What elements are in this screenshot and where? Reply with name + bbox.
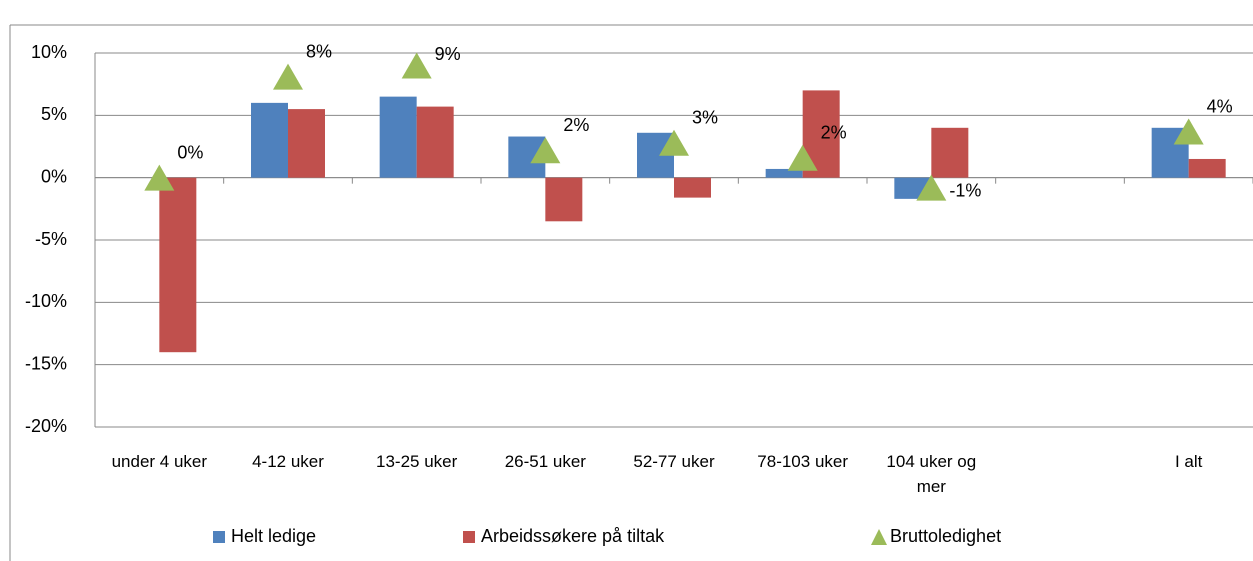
legend-label: Arbeidssøkere på tiltak [481, 526, 665, 546]
marker [401, 52, 432, 79]
data-label: 8% [306, 41, 332, 61]
legend-marker [213, 531, 225, 543]
marker [659, 129, 689, 156]
bar [416, 106, 454, 178]
legend-marker [463, 531, 475, 543]
data-label: 4% [1207, 96, 1233, 116]
y-tick-label: 10% [31, 42, 67, 62]
x-tick-label: I alt [1174, 452, 1203, 471]
bar [288, 109, 325, 178]
marker [916, 174, 947, 201]
data-label: 3% [692, 108, 718, 128]
y-tick-label: -20% [25, 416, 67, 436]
bar [765, 168, 803, 178]
x-tick-label: 52-77 uker [633, 452, 715, 471]
marker [530, 137, 561, 164]
x-tick-label: 78-103 uker [757, 452, 849, 471]
bar [1188, 158, 1226, 178]
bar [931, 127, 969, 178]
bar [159, 177, 197, 353]
y-tick-label: 0% [41, 166, 67, 186]
y-tick-label: -10% [25, 291, 67, 311]
x-tick-label: 26-51 uker [504, 452, 586, 471]
bar [674, 177, 711, 198]
legend-label: Helt ledige [231, 526, 316, 546]
x-tick-label: 4-12 uker [252, 452, 324, 471]
x-tick-label: 13-25 uker [376, 452, 458, 471]
y-tick-label: 5% [41, 104, 67, 124]
data-label: 2% [563, 115, 589, 135]
y-tick-label: -15% [25, 353, 67, 373]
bar [545, 177, 583, 222]
marker [1173, 118, 1204, 145]
marker [273, 63, 303, 90]
legend-label: Bruttoledighet [890, 526, 1001, 546]
data-label: 2% [821, 122, 847, 142]
data-label: 9% [435, 44, 461, 64]
bar [379, 96, 417, 178]
data-label: -1% [949, 180, 981, 200]
x-tick-label: under 4 uker [111, 452, 208, 471]
legend-marker [871, 529, 887, 545]
marker [787, 144, 818, 171]
bar [251, 102, 288, 178]
marker [144, 164, 175, 191]
x-tick-label: 104 uker og mer [886, 452, 977, 496]
y-tick-label: -5% [35, 229, 67, 249]
data-label: 0% [177, 142, 203, 162]
